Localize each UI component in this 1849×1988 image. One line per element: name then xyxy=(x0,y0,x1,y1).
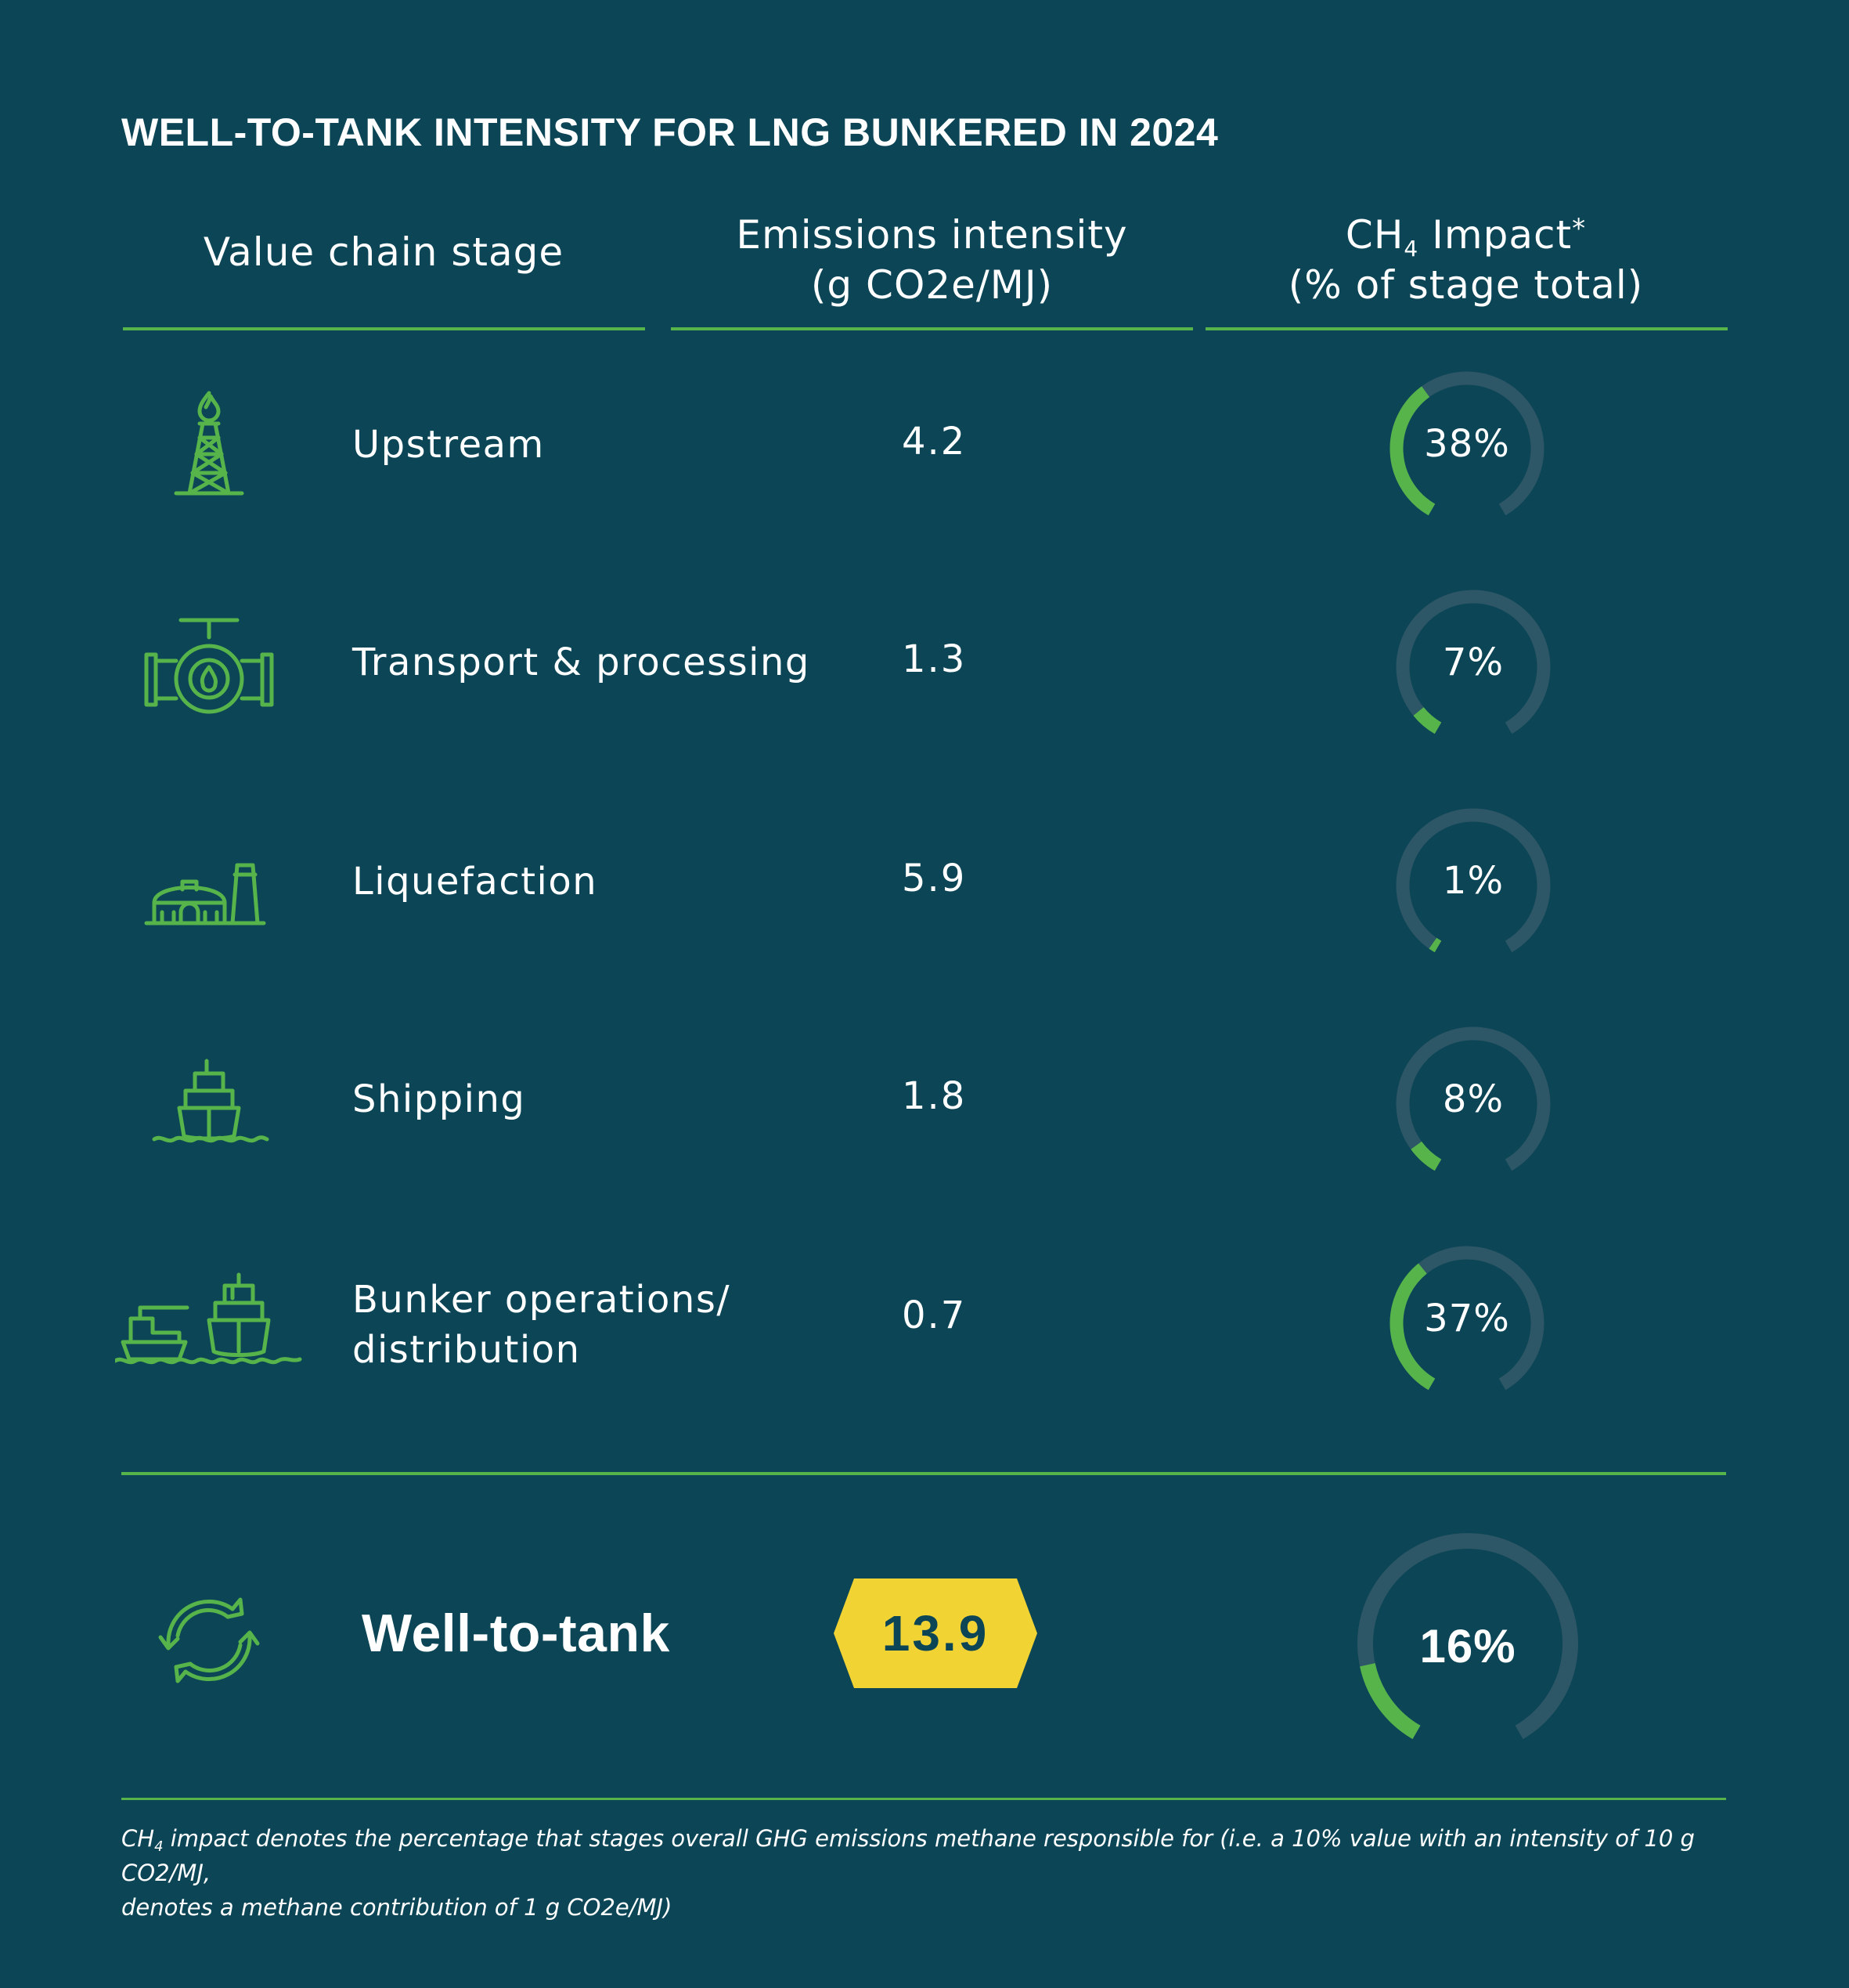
ch4-impact-value: 1% xyxy=(1442,859,1505,903)
ch4-impact-gauge: 7% xyxy=(1395,589,1552,745)
intensity-value: 4.2 xyxy=(902,420,967,464)
ship-icon xyxy=(115,1047,303,1172)
oil-derrick-icon xyxy=(115,387,303,512)
gauge-track xyxy=(1396,1026,1551,1171)
gauge-progress-arc xyxy=(1429,937,1442,953)
total-intensity-badge: 13.9 xyxy=(834,1578,1037,1688)
footnote-divider xyxy=(121,1798,1726,1800)
total-ch4-impact-value: 16% xyxy=(1419,1620,1516,1672)
intensity-value: 1.3 xyxy=(902,637,967,681)
header-emissions-intensity: Emissions intensity (g CO2e/MJ) xyxy=(736,212,1128,308)
header-ch4-impact: CH4 Impact* (% of stage total) xyxy=(1288,212,1644,308)
total-divider xyxy=(121,1472,1726,1475)
liquefaction-plant-icon xyxy=(115,826,303,951)
ch4-impact-value: 7% xyxy=(1442,640,1505,684)
header-rule-stage xyxy=(123,327,645,330)
pipeline-valve-icon xyxy=(115,604,303,730)
stage-name: Upstream xyxy=(352,423,545,467)
stage-name: Bunker operations/ distribution xyxy=(352,1278,731,1372)
footnote: CH4 impact denotes the percentage that s… xyxy=(121,1825,1695,1921)
header-rule-ch4 xyxy=(1206,327,1728,330)
ch4-impact-gauge: 37% xyxy=(1389,1245,1545,1402)
intensity-value: 1.8 xyxy=(902,1074,967,1118)
header-value-chain-stage: Value chain stage xyxy=(203,229,564,275)
intensity-value: 0.7 xyxy=(902,1293,967,1337)
gauge-track xyxy=(1396,808,1551,953)
gauge-progress-arc xyxy=(1360,1662,1421,1740)
header-rule-intensity xyxy=(671,327,1193,330)
gauge-track xyxy=(1396,590,1551,734)
ch4-impact-value: 37% xyxy=(1424,1297,1510,1340)
total-stage-name: Well-to-tank xyxy=(362,1604,670,1663)
ch4-impact-gauge: 1% xyxy=(1395,807,1552,964)
gauge-progress-arc xyxy=(1413,707,1442,734)
cycle-arrows-icon xyxy=(115,1578,303,1703)
gauge-progress-arc xyxy=(1389,1263,1436,1391)
gauge-progress-arc xyxy=(1389,386,1436,516)
stage-name: Transport & processing xyxy=(352,640,810,684)
stage-name: Shipping xyxy=(352,1077,526,1121)
ch4-impact-gauge: 8% xyxy=(1395,1026,1552,1182)
ch4-impact-gauge: 38% xyxy=(1389,370,1545,527)
ch4-impact-value: 8% xyxy=(1442,1077,1505,1121)
intensity-value: 5.9 xyxy=(902,857,967,900)
stage-name: Liquefaction xyxy=(352,860,598,904)
gauge-progress-arc xyxy=(1411,1141,1442,1171)
bunkering-ships-icon xyxy=(115,1264,303,1389)
total-ch4-impact-gauge: 16% xyxy=(1354,1530,1581,1757)
chart-title: WELL-TO-TANK INTENSITY FOR LNG BUNKERED … xyxy=(121,110,1219,154)
ch4-impact-value: 38% xyxy=(1424,422,1510,466)
